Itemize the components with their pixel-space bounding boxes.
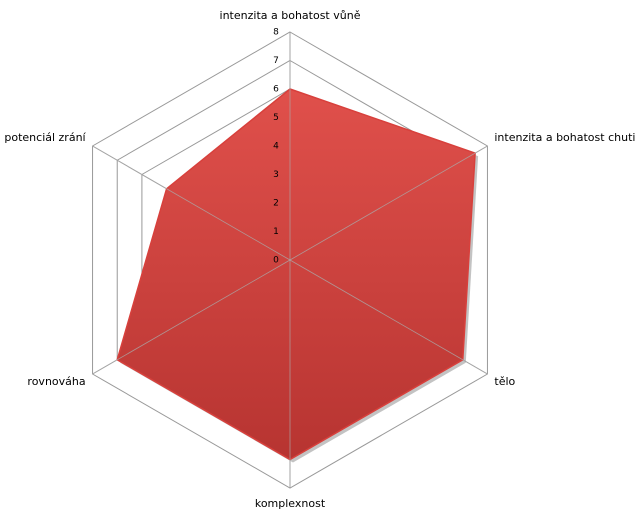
spoke-overlay (289, 259, 488, 375)
tick-label: 0 (273, 256, 279, 266)
category-label: potenciál zrání (4, 131, 86, 144)
tick-label: 3 (273, 170, 279, 180)
spoke-overlay (289, 145, 488, 261)
category-label: intenzita a bohatost vůně (220, 9, 361, 22)
tick-label: 1 (273, 227, 279, 237)
category-label: tělo (494, 375, 515, 388)
spoke-overlay (92, 259, 291, 375)
radar-area (116, 88, 476, 461)
category-label: intenzita a bohatost chuti (494, 131, 635, 144)
category-label: rovnováha (27, 375, 85, 388)
tick-label: 2 (273, 199, 279, 209)
tick-label: 8 (273, 28, 279, 38)
spoke-overlay (92, 145, 291, 261)
tick-label: 4 (273, 142, 279, 152)
tick-label: 6 (273, 85, 279, 95)
tick-label: 5 (273, 113, 279, 123)
category-label: komplexnost (255, 497, 326, 510)
tick-label: 7 (273, 56, 279, 66)
